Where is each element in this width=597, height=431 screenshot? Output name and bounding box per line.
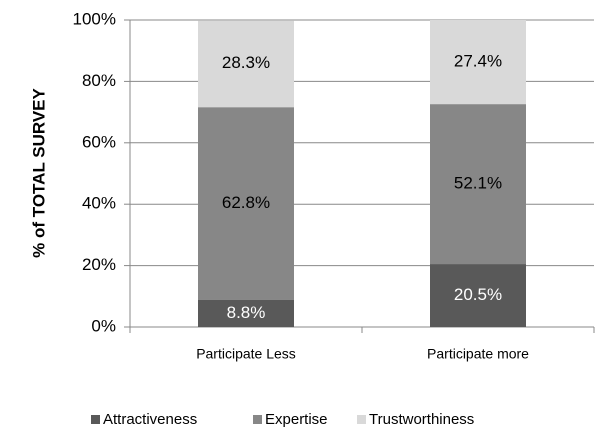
bar-segment	[430, 264, 526, 327]
legend-swatch	[357, 415, 366, 424]
data-label: 20.5%	[454, 285, 502, 304]
data-label: 62.8%	[222, 193, 270, 212]
bar-segment	[430, 104, 526, 265]
bar-segment	[430, 20, 526, 105]
data-label: 52.1%	[454, 174, 502, 193]
bar-segment	[198, 299, 294, 327]
y-tick-label: 20%	[82, 255, 116, 274]
legend-label: Expertise	[265, 411, 328, 428]
y-tick-label: 80%	[82, 71, 116, 90]
data-label: 27.4%	[454, 52, 502, 71]
legend-swatch	[91, 415, 100, 424]
legend-label: Trustworthiness	[369, 411, 474, 428]
bar-segment	[198, 20, 294, 108]
legend-swatch	[253, 415, 262, 424]
x-tick-label: Participate more	[427, 346, 529, 362]
data-label: 28.3%	[222, 53, 270, 72]
data-label: 8.8%	[227, 303, 266, 322]
y-tick-label: 40%	[82, 194, 116, 213]
x-tick-label: Participate Less	[196, 346, 296, 362]
y-tick-label: 60%	[82, 132, 116, 151]
y-axis-title: % of TOTAL SURVEY	[29, 87, 48, 257]
y-tick-label: 0%	[91, 316, 116, 335]
bar-segment	[198, 107, 294, 300]
y-tick-label: 100%	[73, 9, 116, 28]
legend-label: Attractiveness	[103, 411, 197, 428]
